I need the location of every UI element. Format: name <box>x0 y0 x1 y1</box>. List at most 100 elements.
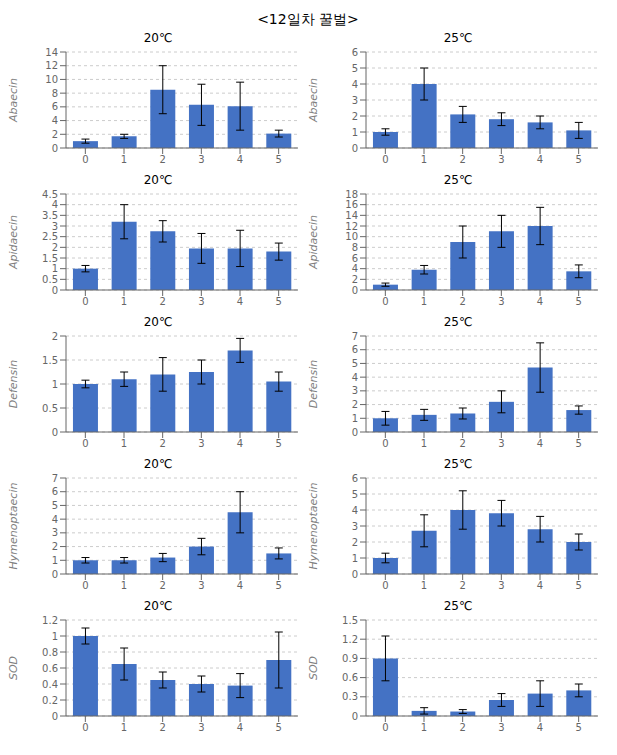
svg-text:0: 0 <box>52 427 58 438</box>
svg-text:5: 5 <box>575 438 581 449</box>
svg-text:2: 2 <box>159 722 165 733</box>
svg-text:1: 1 <box>52 379 58 390</box>
svg-text:4: 4 <box>537 580 543 591</box>
svg-text:Hymenoptaecin: Hymenoptaecin <box>8 483 20 570</box>
svg-text:0: 0 <box>52 285 58 296</box>
svg-text:4: 4 <box>537 438 543 449</box>
svg-text:2: 2 <box>52 541 58 552</box>
svg-text:2: 2 <box>52 242 58 253</box>
svg-text:4: 4 <box>237 296 243 307</box>
svg-text:Apidaecin: Apidaecin <box>8 215 20 270</box>
svg-text:0: 0 <box>52 711 58 722</box>
svg-text:1: 1 <box>421 296 427 307</box>
svg-text:2: 2 <box>159 438 165 449</box>
svg-text:16: 16 <box>345 199 358 210</box>
svg-text:5: 5 <box>275 438 281 449</box>
svg-text:0: 0 <box>82 154 88 165</box>
svg-text:0.9: 0.9 <box>342 653 358 664</box>
svg-text:1.5: 1.5 <box>42 355 58 366</box>
svg-text:1: 1 <box>52 555 58 566</box>
svg-text:3: 3 <box>198 438 204 449</box>
svg-text:1: 1 <box>121 438 127 449</box>
svg-text:3.5: 3.5 <box>42 210 58 221</box>
svg-text:5: 5 <box>52 500 58 511</box>
svg-text:0: 0 <box>82 580 88 591</box>
svg-text:5: 5 <box>575 296 581 307</box>
svg-text:2: 2 <box>459 438 465 449</box>
svg-text:4: 4 <box>537 722 543 733</box>
svg-text:0.4: 0.4 <box>42 679 58 690</box>
svg-text:3: 3 <box>198 154 204 165</box>
svg-text:3: 3 <box>498 438 504 449</box>
svg-text:0.5: 0.5 <box>42 403 58 414</box>
svg-text:0: 0 <box>352 427 358 438</box>
svg-text:1: 1 <box>352 127 358 138</box>
svg-text:0: 0 <box>352 569 358 580</box>
svg-text:Abaecin: Abaecin <box>308 78 320 123</box>
svg-text:0: 0 <box>382 580 388 591</box>
svg-text:3: 3 <box>498 154 504 165</box>
svg-text:2: 2 <box>459 154 465 165</box>
svg-text:4: 4 <box>537 296 543 307</box>
svg-text:Defensin: Defensin <box>308 360 320 409</box>
svg-text:5: 5 <box>352 63 358 74</box>
svg-text:0.5: 0.5 <box>42 274 58 285</box>
svg-text:10: 10 <box>345 231 358 242</box>
svg-text:2: 2 <box>459 296 465 307</box>
svg-text:1: 1 <box>121 296 127 307</box>
svg-text:1: 1 <box>421 154 427 165</box>
svg-text:5: 5 <box>275 154 281 165</box>
svg-text:5: 5 <box>575 154 581 165</box>
svg-text:Abaecin: Abaecin <box>8 78 20 123</box>
svg-text:7: 7 <box>52 473 58 484</box>
svg-text:1: 1 <box>121 580 127 591</box>
svg-text:4: 4 <box>352 505 358 516</box>
svg-text:1: 1 <box>352 553 358 564</box>
svg-text:2: 2 <box>352 537 358 548</box>
svg-text:2.5: 2.5 <box>42 231 58 242</box>
svg-text:1.2: 1.2 <box>42 615 58 626</box>
svg-text:14: 14 <box>45 47 58 58</box>
svg-text:0: 0 <box>352 143 358 154</box>
svg-text:2: 2 <box>52 331 58 342</box>
svg-text:6: 6 <box>352 47 358 58</box>
svg-text:14: 14 <box>345 210 358 221</box>
svg-text:4: 4 <box>237 154 243 165</box>
svg-text:0: 0 <box>82 296 88 307</box>
svg-text:2: 2 <box>459 580 465 591</box>
svg-text:4: 4 <box>237 438 243 449</box>
svg-text:SOD: SOD <box>8 656 20 680</box>
svg-text:0.6: 0.6 <box>42 663 58 674</box>
svg-text:1: 1 <box>121 154 127 165</box>
svg-text:2: 2 <box>52 129 58 140</box>
svg-text:4: 4 <box>237 580 243 591</box>
svg-text:3: 3 <box>52 221 58 232</box>
svg-text:0: 0 <box>52 143 58 154</box>
svg-text:5: 5 <box>275 296 281 307</box>
svg-text:2: 2 <box>159 296 165 307</box>
svg-text:7: 7 <box>352 331 358 342</box>
svg-text:3: 3 <box>498 296 504 307</box>
svg-text:5: 5 <box>575 580 581 591</box>
svg-text:2: 2 <box>352 399 358 410</box>
svg-text:1: 1 <box>52 263 58 274</box>
svg-text:10: 10 <box>45 74 58 85</box>
svg-text:1.5: 1.5 <box>342 615 358 626</box>
svg-text:0: 0 <box>82 722 88 733</box>
svg-text:1: 1 <box>421 722 427 733</box>
svg-text:3: 3 <box>352 95 358 106</box>
svg-text:4: 4 <box>237 722 243 733</box>
svg-text:3: 3 <box>352 385 358 396</box>
svg-text:0.3: 0.3 <box>342 691 358 702</box>
svg-text:5: 5 <box>352 489 358 500</box>
svg-text:3: 3 <box>498 580 504 591</box>
svg-text:18: 18 <box>345 189 358 200</box>
svg-text:SOD: SOD <box>308 656 320 680</box>
svg-text:5: 5 <box>275 580 281 591</box>
svg-text:Hymenoptaecin: Hymenoptaecin <box>308 483 320 570</box>
svg-text:0: 0 <box>382 154 388 165</box>
svg-text:2: 2 <box>352 274 358 285</box>
svg-text:0: 0 <box>82 438 88 449</box>
svg-text:1: 1 <box>121 722 127 733</box>
svg-text:2: 2 <box>459 722 465 733</box>
